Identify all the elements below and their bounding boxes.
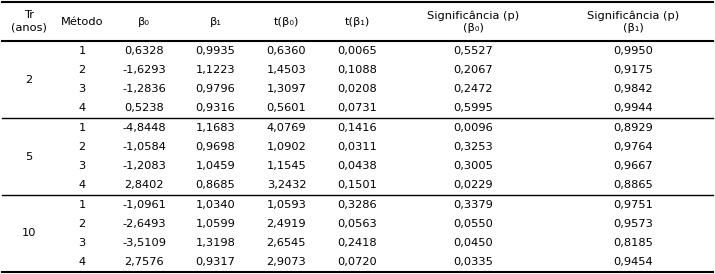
Text: 0,3253: 0,3253 — [453, 142, 493, 152]
Text: 2,4919: 2,4919 — [267, 219, 306, 229]
Text: 0,0229: 0,0229 — [453, 180, 493, 190]
Text: 0,9842: 0,9842 — [613, 84, 653, 94]
Text: 0,1416: 0,1416 — [337, 123, 378, 133]
Text: 0,3379: 0,3379 — [453, 200, 493, 210]
Text: 1,0593: 1,0593 — [267, 200, 306, 210]
Text: 0,0065: 0,0065 — [337, 46, 378, 56]
Text: 1,1223: 1,1223 — [195, 65, 235, 75]
Text: Tr
(anos): Tr (anos) — [11, 10, 46, 33]
Text: t(β₁): t(β₁) — [345, 17, 370, 27]
Text: 0,9175: 0,9175 — [613, 65, 653, 75]
Text: 2,8402: 2,8402 — [124, 180, 164, 190]
Text: 1,1545: 1,1545 — [267, 161, 306, 171]
Text: 0,0096: 0,0096 — [453, 123, 493, 133]
Text: 0,9935: 0,9935 — [195, 46, 235, 56]
Text: 4: 4 — [79, 104, 86, 113]
Text: 0,9454: 0,9454 — [613, 257, 653, 267]
Text: 0,0311: 0,0311 — [337, 142, 378, 152]
Text: 2: 2 — [25, 75, 32, 85]
Text: 0,8865: 0,8865 — [613, 180, 653, 190]
Text: 0,9796: 0,9796 — [195, 84, 235, 94]
Text: 0,1501: 0,1501 — [337, 180, 378, 190]
Text: 0,2067: 0,2067 — [453, 65, 493, 75]
Text: 0,0731: 0,0731 — [337, 104, 378, 113]
Text: 0,1088: 0,1088 — [337, 65, 378, 75]
Text: 0,0208: 0,0208 — [337, 84, 378, 94]
Text: Significância (p)
(β₀): Significância (p) (β₀) — [427, 10, 519, 33]
Text: -2,6493: -2,6493 — [122, 219, 166, 229]
Text: 10: 10 — [21, 229, 36, 238]
Text: 1,1683: 1,1683 — [195, 123, 235, 133]
Text: 1: 1 — [79, 200, 86, 210]
Text: 3: 3 — [79, 84, 86, 94]
Text: 0,2472: 0,2472 — [453, 84, 493, 94]
Text: -3,5109: -3,5109 — [122, 238, 167, 248]
Text: 0,5601: 0,5601 — [267, 104, 306, 113]
Text: 1: 1 — [79, 46, 86, 56]
Text: 0,0438: 0,0438 — [337, 161, 378, 171]
Text: 0,3005: 0,3005 — [453, 161, 493, 171]
Text: 2: 2 — [79, 65, 86, 75]
Text: 0,8185: 0,8185 — [613, 238, 653, 248]
Text: 0,0563: 0,0563 — [337, 219, 378, 229]
Text: 0,9751: 0,9751 — [613, 200, 653, 210]
Text: 1,0599: 1,0599 — [195, 219, 235, 229]
Text: -1,2836: -1,2836 — [122, 84, 166, 94]
Text: 4: 4 — [79, 257, 86, 267]
Text: 5: 5 — [25, 152, 32, 162]
Text: -1,6293: -1,6293 — [122, 65, 166, 75]
Text: 0,0550: 0,0550 — [453, 219, 493, 229]
Text: 0,9950: 0,9950 — [613, 46, 653, 56]
Text: 0,9764: 0,9764 — [613, 142, 653, 152]
Text: Método: Método — [61, 17, 104, 27]
Text: 4,0769: 4,0769 — [267, 123, 306, 133]
Text: 2,6545: 2,6545 — [267, 238, 306, 248]
Text: 0,9316: 0,9316 — [195, 104, 235, 113]
Text: 3: 3 — [79, 161, 86, 171]
Text: -4,8448: -4,8448 — [122, 123, 166, 133]
Text: 3,2432: 3,2432 — [267, 180, 306, 190]
Text: t(β₀): t(β₀) — [274, 17, 299, 27]
Text: Significância (p)
(β₁): Significância (p) (β₁) — [587, 10, 679, 33]
Text: 0,9573: 0,9573 — [613, 219, 653, 229]
Text: 1,3097: 1,3097 — [267, 84, 306, 94]
Text: 0,9698: 0,9698 — [195, 142, 235, 152]
Text: 2,7576: 2,7576 — [124, 257, 164, 267]
Text: β₁: β₁ — [209, 17, 221, 27]
Text: 2,9073: 2,9073 — [267, 257, 306, 267]
Text: 0,8685: 0,8685 — [195, 180, 235, 190]
Text: 0,5527: 0,5527 — [453, 46, 493, 56]
Text: 4: 4 — [79, 180, 86, 190]
Text: 0,6360: 0,6360 — [267, 46, 306, 56]
Text: -1,2083: -1,2083 — [122, 161, 166, 171]
Text: 0,9944: 0,9944 — [613, 104, 653, 113]
Text: 0,9667: 0,9667 — [613, 161, 653, 171]
Text: 1: 1 — [79, 123, 86, 133]
Text: 0,5238: 0,5238 — [124, 104, 164, 113]
Text: 1,4503: 1,4503 — [267, 65, 306, 75]
Text: 1,0459: 1,0459 — [195, 161, 235, 171]
Text: 0,8929: 0,8929 — [613, 123, 653, 133]
Text: 0,6328: 0,6328 — [124, 46, 164, 56]
Text: 0,0335: 0,0335 — [453, 257, 493, 267]
Text: 1,0902: 1,0902 — [267, 142, 306, 152]
Text: β₀: β₀ — [138, 17, 150, 27]
Text: 1,0340: 1,0340 — [195, 200, 235, 210]
Text: 2: 2 — [79, 219, 86, 229]
Text: 0,9317: 0,9317 — [195, 257, 235, 267]
Text: -1,0961: -1,0961 — [122, 200, 166, 210]
Text: 0,0720: 0,0720 — [337, 257, 378, 267]
Text: 2: 2 — [79, 142, 86, 152]
Text: 1,3198: 1,3198 — [195, 238, 235, 248]
Text: 0,5995: 0,5995 — [453, 104, 493, 113]
Text: 0,2418: 0,2418 — [337, 238, 378, 248]
Text: 3: 3 — [79, 238, 86, 248]
Text: 0,3286: 0,3286 — [337, 200, 378, 210]
Text: 0,0450: 0,0450 — [453, 238, 493, 248]
Text: -1,0584: -1,0584 — [122, 142, 166, 152]
